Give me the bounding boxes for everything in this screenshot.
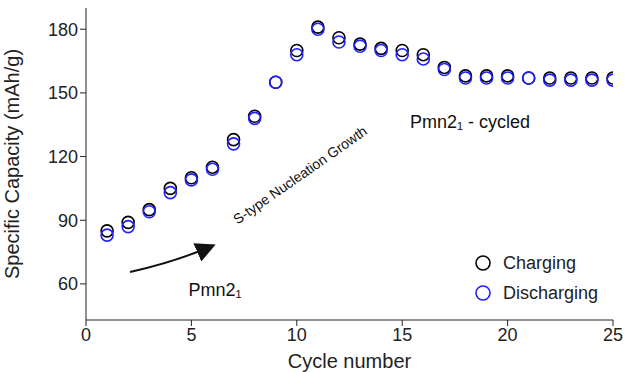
svg-text:90: 90 — [58, 211, 78, 231]
svg-text:Cycle number: Cycle number — [288, 350, 412, 372]
svg-text:60: 60 — [58, 274, 78, 294]
html-text:S-type Nucleation Growth: S-type Nucleation Growth — [230, 122, 370, 228]
html-text:Pmn2₁ - cycled: Pmn2₁ - cycled — [409, 111, 531, 132]
svg-text:Specific Capacity (mAh/g): Specific Capacity (mAh/g) — [1, 49, 23, 279]
svg-text:10: 10 — [287, 325, 307, 345]
svg-text:20: 20 — [498, 325, 518, 345]
svg-text:150: 150 — [48, 83, 78, 103]
svg-text:25: 25 — [603, 325, 623, 345]
svg-text:180: 180 — [48, 20, 78, 40]
html-text:Charging: Charging — [503, 252, 576, 273]
svg-text:0: 0 — [81, 325, 91, 345]
svg-text:5: 5 — [186, 325, 196, 345]
svg-text:120: 120 — [48, 147, 78, 167]
html-text:Pmn2₁: Pmn2₁ — [188, 279, 242, 300]
html-text:Discharging: Discharging — [503, 282, 598, 303]
svg-text:15: 15 — [392, 325, 412, 345]
